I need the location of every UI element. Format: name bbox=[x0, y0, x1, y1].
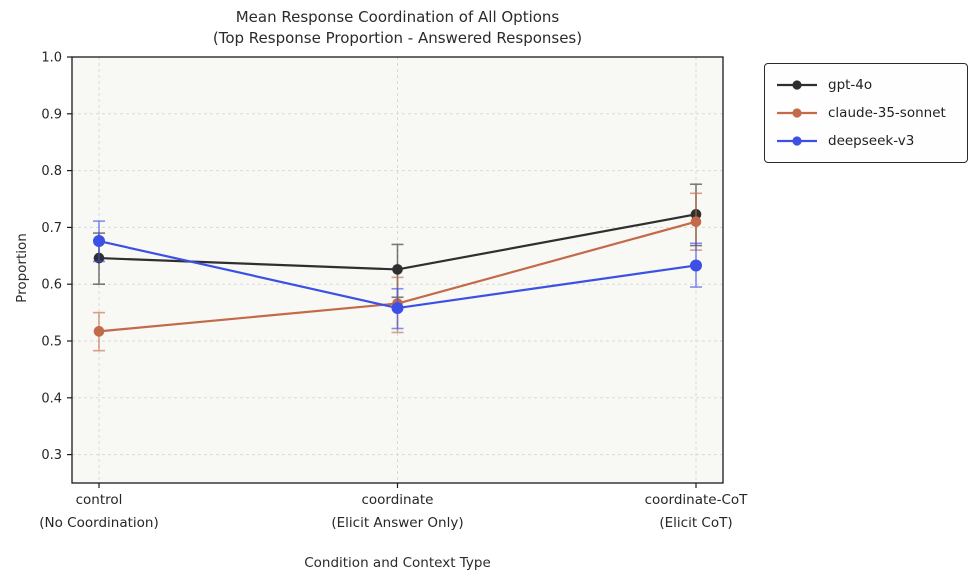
data-point-deepseek-v3 bbox=[391, 302, 404, 315]
y-tick-label: 0.9 bbox=[41, 107, 62, 122]
legend: gpt-4o claude-35-sonnet deepseek-v3 bbox=[764, 63, 968, 163]
y-tick-label: 0.5 bbox=[41, 335, 62, 350]
data-point-deepseek-v3 bbox=[93, 235, 105, 248]
data-point-deepseek-v3 bbox=[690, 259, 702, 272]
y-tick-label: 0.3 bbox=[41, 448, 62, 463]
y-axis-label: Proportion bbox=[14, 233, 30, 303]
legend-item-deepseek-v3: deepseek-v3 bbox=[775, 127, 957, 155]
legend-item-gpt-4o: gpt-4o bbox=[775, 71, 957, 99]
legend-item-claude-35-sonnet: claude-35-sonnet bbox=[775, 99, 957, 127]
x-tick-sublabel: (No Coordination) bbox=[39, 515, 158, 531]
legend-marker-gpt-4o-icon bbox=[777, 80, 817, 90]
data-point-gpt-4o bbox=[392, 264, 403, 275]
axes-box bbox=[71, 56, 724, 484]
legend-marker-deepseek-v3-icon bbox=[777, 136, 817, 146]
y-tick-label: 0.8 bbox=[41, 164, 62, 179]
x-tick-sublabel: (Elicit Answer Only) bbox=[331, 515, 463, 531]
legend-label: gpt-4o bbox=[828, 77, 873, 93]
x-tick-label: coordinate-CoT bbox=[645, 492, 749, 508]
data-point-claude-35-sonnet bbox=[93, 326, 105, 337]
chart-title-line1: Mean Response Coordination of All Option… bbox=[235, 8, 560, 26]
legend-label: deepseek-v3 bbox=[828, 133, 915, 149]
legend-marker-claude-35-sonnet-icon bbox=[777, 108, 817, 118]
y-tick-label: 0.4 bbox=[41, 391, 62, 406]
x-tick-label: coordinate bbox=[361, 492, 433, 508]
chart-title-line2: (Top Response Proportion - Answered Resp… bbox=[212, 29, 583, 47]
data-point-claude-35-sonnet bbox=[690, 216, 702, 228]
x-tick-label: control bbox=[76, 492, 123, 508]
legend-label: claude-35-sonnet bbox=[828, 105, 946, 121]
y-tick-label: 0.6 bbox=[41, 278, 62, 293]
x-tick-sublabel: (Elicit CoT) bbox=[659, 515, 732, 531]
y-tick-label: 0.7 bbox=[41, 221, 62, 236]
chart-title: Mean Response Coordination of All Option… bbox=[72, 7, 723, 49]
x-axis-label: Condition and Context Type bbox=[304, 555, 491, 571]
y-tick-label: 1.0 bbox=[41, 51, 62, 66]
